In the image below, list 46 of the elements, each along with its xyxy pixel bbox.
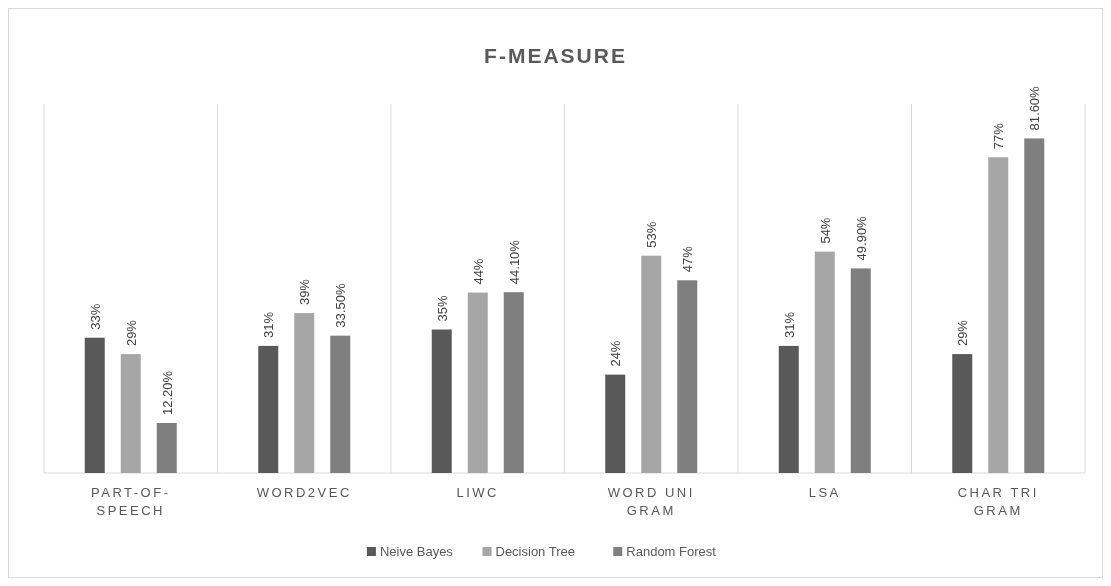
data-label: 49.90% — [853, 215, 869, 261]
data-label: 31% — [261, 311, 277, 338]
data-label: 29% — [123, 319, 139, 347]
bar — [1024, 138, 1045, 473]
bar — [156, 422, 177, 473]
data-label: 24% — [608, 340, 624, 367]
x-tick-label: PART-OF-SPEECH — [91, 485, 171, 518]
bar — [120, 354, 141, 473]
bar — [677, 280, 698, 473]
bar — [988, 157, 1009, 473]
bar — [952, 354, 973, 473]
bar — [330, 335, 351, 473]
data-label: 44% — [470, 258, 486, 285]
bar — [503, 292, 524, 473]
data-label: 54% — [817, 217, 833, 244]
bar — [467, 292, 488, 473]
data-label: 47% — [680, 245, 696, 273]
chart-title: F-MEASURE — [484, 44, 627, 67]
x-tick-label: WORD UNI GRAM — [607, 485, 695, 518]
legend-label: Random Forest — [626, 544, 717, 559]
bar — [294, 313, 315, 473]
bar — [850, 268, 871, 473]
bar — [605, 374, 626, 473]
bar — [258, 345, 279, 473]
data-label: 12.20% — [159, 370, 175, 415]
data-label: 35% — [434, 295, 450, 322]
legend-label: Decision Tree — [495, 544, 575, 559]
data-label: 53% — [644, 221, 660, 248]
bar — [814, 251, 835, 473]
data-label: 77% — [991, 122, 1007, 150]
data-label: 39% — [297, 278, 313, 306]
x-tick-label: LIWC — [456, 485, 499, 500]
legend-label: Neive Bayes — [379, 544, 454, 559]
bar — [778, 345, 799, 473]
bar — [84, 337, 105, 473]
bar — [431, 329, 452, 473]
data-label: 31% — [781, 311, 797, 338]
data-label: 33% — [87, 303, 103, 330]
bar — [641, 255, 662, 473]
data-label: 44.10% — [506, 239, 522, 285]
data-label: 81.60% — [1027, 85, 1043, 131]
x-tick-label: WORD2VEC — [256, 485, 352, 500]
x-tick-label: CHAR TRI GRAM — [957, 485, 1039, 518]
x-tick-label: LSA — [808, 485, 841, 500]
data-label: 29% — [955, 319, 971, 347]
data-label: 33.50% — [333, 283, 349, 328]
